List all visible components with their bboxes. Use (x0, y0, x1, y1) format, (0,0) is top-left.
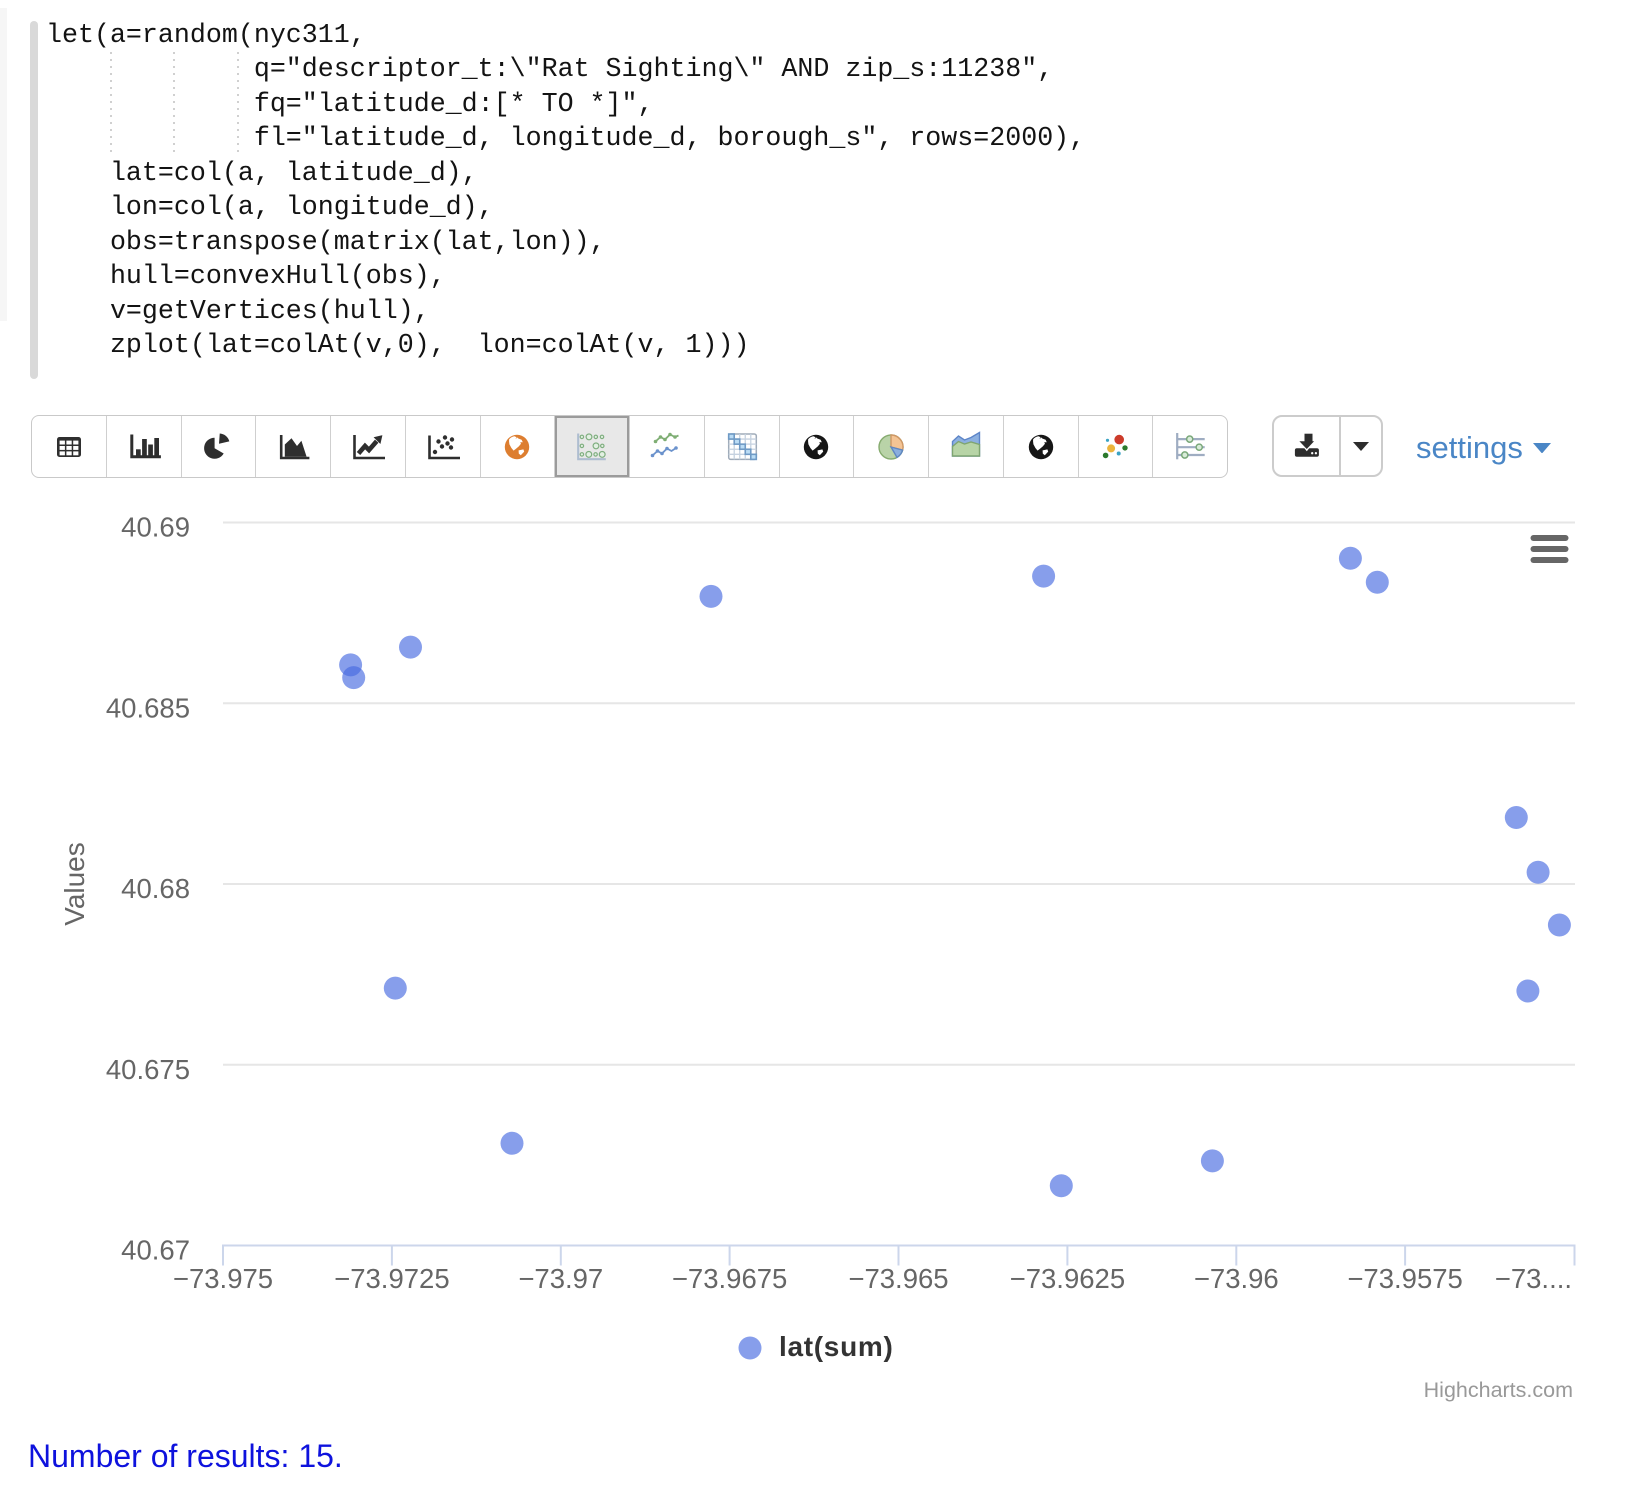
svg-text:Values: Values (59, 842, 90, 926)
svg-text:−73.96: −73.96 (1194, 1263, 1279, 1294)
svg-text:−73.9725: −73.9725 (334, 1263, 449, 1294)
svg-text:−73....: −73.... (1495, 1263, 1572, 1294)
svg-text:Highcharts.com: Highcharts.com (1424, 1378, 1573, 1402)
svg-text:−73.97: −73.97 (518, 1263, 603, 1294)
svg-text:−73.975: −73.975 (173, 1263, 273, 1294)
svg-text:40.68: 40.68 (121, 873, 190, 904)
svg-text:lat(sum): lat(sum) (779, 1331, 894, 1362)
svg-text:40.69: 40.69 (121, 512, 190, 543)
svg-text:−73.9575: −73.9575 (1347, 1263, 1462, 1294)
svg-text:40.67: 40.67 (121, 1235, 190, 1266)
svg-text:40.685: 40.685 (106, 692, 190, 723)
svg-text:−73.965: −73.965 (848, 1263, 948, 1294)
svg-text:−73.9625: −73.9625 (1010, 1263, 1125, 1294)
svg-text:−73.9675: −73.9675 (672, 1263, 787, 1294)
svg-text:40.675: 40.675 (106, 1054, 190, 1085)
